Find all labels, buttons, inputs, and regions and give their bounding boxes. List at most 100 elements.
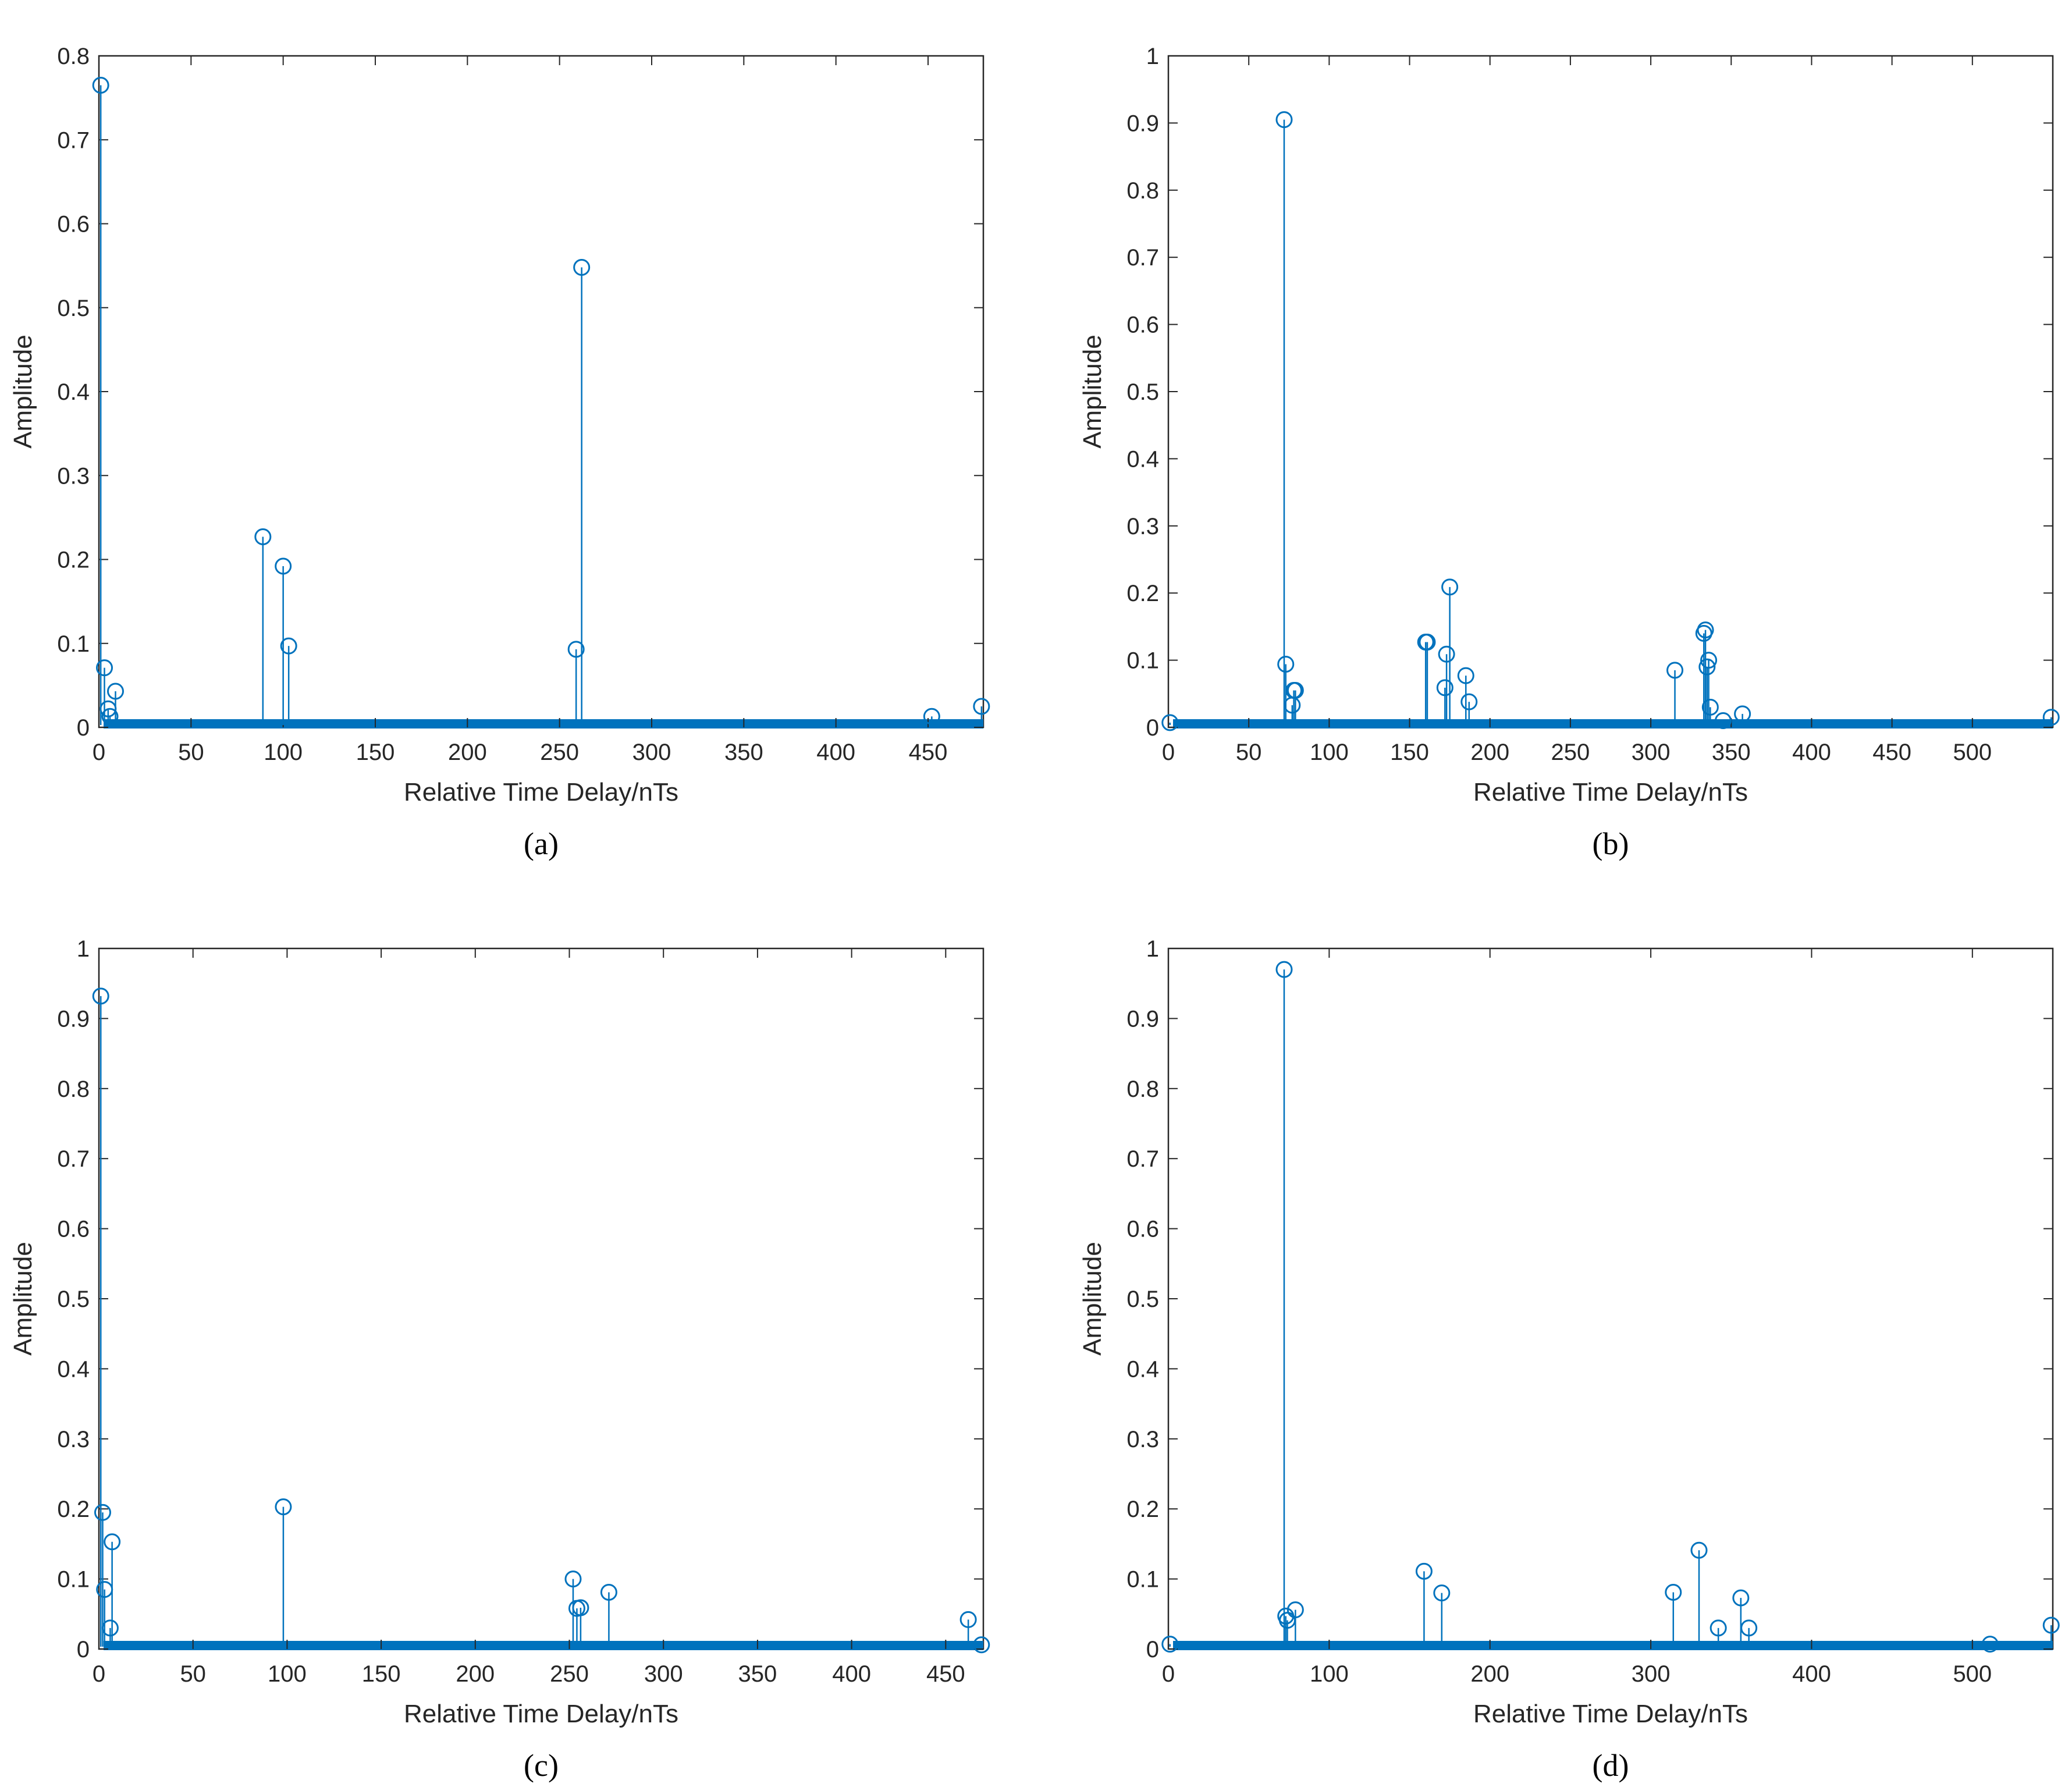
panel-a-xtick-label: 400 [816, 740, 855, 765]
panel-d-xtick-label: 300 [1632, 1661, 1671, 1687]
panel-b-ytick-label: 0.3 [1126, 514, 1159, 539]
panel-d-stem-marker [1161, 1636, 1179, 1653]
panel-b-stem-marker [2042, 709, 2060, 726]
panel-a-ytick-label: 0.2 [57, 548, 90, 573]
panel-a-stem-marker [107, 683, 124, 700]
panel-b-ytick-label: 0.5 [1126, 379, 1159, 405]
panel-b-plot-area: 0 50 100 150 200 250 300 350 400 450 500 0 0.1 0.2 0.3… [1126, 44, 2060, 765]
panel-d-ytick-label: 0.3 [1126, 1427, 1159, 1452]
panel-a-xtick-label: 0 [93, 740, 105, 765]
panel-a-xtick-label: 350 [724, 740, 763, 765]
panel-b-xtick-label: 500 [1953, 740, 1992, 765]
panel-d-ytick-label: 0.2 [1126, 1497, 1159, 1522]
panel-b-xtick-label: 200 [1470, 740, 1509, 765]
panel-b-ylabel: Amplitude [1078, 335, 1107, 449]
panel-d: 0 100 200 300 400 500 0 0.1 0.2 0.3 0.4 0.5 0.6 0.7 0.… [1078, 936, 2060, 1783]
panel-c-ytick-label: 0.5 [57, 1287, 90, 1312]
panel-b-stem-marker [1419, 633, 1436, 651]
panel-b-stem-marker [1436, 679, 1453, 696]
panel-a-ytick-label: 0.4 [57, 379, 90, 405]
panel-b-stem-marker [1734, 705, 1751, 723]
panel-b-ytick-label: 0.8 [1126, 178, 1159, 204]
panel-c-xtick-label: 350 [738, 1661, 777, 1687]
panel-b-xlabel: Relative Time Delay/nTs [1473, 778, 1748, 806]
panel-d-ytick-label: 0.1 [1126, 1567, 1159, 1593]
panel-b-xtick-label: 150 [1390, 740, 1429, 765]
panel-d-ytick-label: 0.9 [1126, 1006, 1159, 1032]
panel-d-ylabel: Amplitude [1078, 1242, 1107, 1356]
panel-c-xtick-label: 150 [362, 1661, 401, 1687]
panel-a-ytick-label: 0 [77, 715, 90, 741]
panel-d-stem-marker [1690, 1541, 1708, 1559]
panel-d-plot-area: 0 100 200 300 400 500 0 0.1 0.2 0.3 0.4 0.5 0.6 0.7 0.… [1126, 936, 2060, 1687]
panel-b-xtick-label: 100 [1310, 740, 1349, 765]
panel-d-stem-marker [1415, 1562, 1433, 1580]
panel-c-ytick-label: 0.6 [57, 1217, 90, 1242]
panel-a-xtick-label: 450 [909, 740, 948, 765]
panel-a-xtick-label: 150 [356, 740, 395, 765]
panel-a-xtick-label: 300 [632, 740, 671, 765]
panel-c-ytick-label: 0.9 [57, 1006, 90, 1032]
panel-a-xtick-label: 250 [540, 740, 579, 765]
panel-a-xtick-label: 200 [448, 740, 487, 765]
panel-b-stem-marker [1700, 652, 1718, 669]
panel-d-xtick-label: 100 [1310, 1661, 1349, 1687]
panel-d-stem-marker [1740, 1619, 1758, 1637]
panel-b-xtick-label: 0 [1162, 740, 1175, 765]
panel-a-ytick-label: 0.7 [57, 127, 90, 153]
panel-d-ytick-label: 0 [1146, 1637, 1159, 1662]
panel-a-stem-marker [567, 641, 585, 658]
panel-d-stem-marker [1433, 1584, 1451, 1602]
panel-a-ytick-label: 0.1 [57, 631, 90, 657]
panel-b-stem-marker [1666, 662, 1684, 679]
panel-d-ytick-label: 0.7 [1126, 1146, 1159, 1172]
panel-c-stem-marker [572, 1599, 589, 1616]
panel-d-xtick-label: 400 [1792, 1661, 1831, 1687]
panel-a-stem-marker [275, 557, 292, 575]
panel-a-plot-area: 0 50 100 150 200 250 300 350 400 450 0 0.1 0.2 0.3 0.4… [57, 44, 990, 765]
panel-c-xlabel: Relative Time Delay/nTs [404, 1700, 678, 1728]
panel-d-ytick-label: 0.4 [1126, 1356, 1159, 1382]
panel-d-axes-frame [1167, 947, 2054, 1650]
panel-a-axes-frame [98, 55, 985, 729]
panel-a-baseline [104, 719, 983, 729]
panel-b-stem-marker [1460, 693, 1478, 710]
panel-c-xtick-label: 100 [268, 1661, 307, 1687]
panel-c-stem-marker [564, 1570, 582, 1588]
panel-b-stem-marker [1701, 698, 1719, 716]
panel-c-ytick-label: 0.7 [57, 1146, 90, 1172]
panel-a-stem-marker [101, 708, 119, 725]
panel-b-stem-marker [1714, 712, 1732, 729]
panel-d-xtick-label: 0 [1162, 1661, 1175, 1687]
panel-c-xtick-label: 0 [93, 1661, 105, 1687]
panel-d-baseline [1173, 1641, 2053, 1650]
panel-b-ytick-label: 0.2 [1126, 581, 1159, 606]
panel-a-stem-marker [96, 659, 113, 677]
panel-d-xlabel: Relative Time Delay/nTs [1473, 1700, 1748, 1728]
panel-c-stem-marker [959, 1611, 977, 1628]
panel-c-stem-marker [275, 1498, 292, 1516]
panel-b-ytick-label: 1 [1146, 44, 1159, 69]
panel-a-ytick-label: 0.3 [57, 463, 90, 489]
panel-b-axes-frame [1167, 55, 2054, 729]
panel-b-xtick-label: 300 [1632, 740, 1671, 765]
panel-c-ytick-label: 0 [77, 1637, 90, 1662]
panel-c-stem-marker [101, 1619, 119, 1637]
panel-c-ytick-label: 1 [77, 936, 90, 962]
panel-c-xtick-label: 300 [644, 1661, 683, 1687]
panel-d-stem-marker [1710, 1619, 1727, 1637]
panel-a-ytick-label: 0.8 [57, 44, 90, 69]
panel-b-stem-marker [1438, 645, 1455, 663]
panel-c-stem-marker [973, 1636, 990, 1654]
panel-c-xtick-label: 50 [180, 1661, 206, 1687]
panel-d-xtick-label: 500 [1953, 1661, 1992, 1687]
panel-a-stem-marker [923, 708, 940, 725]
panel-c-stem-marker [94, 1504, 111, 1521]
panel-b-ytick-label: 0.4 [1126, 446, 1159, 472]
panel-c-stem-marker [600, 1583, 617, 1601]
panel-a-ylabel: Amplitude [9, 335, 37, 449]
panel-a-stem-marker [280, 637, 297, 655]
panel-b-xtick-label: 400 [1792, 740, 1831, 765]
panel-c-ytick-label: 0.2 [57, 1497, 90, 1522]
